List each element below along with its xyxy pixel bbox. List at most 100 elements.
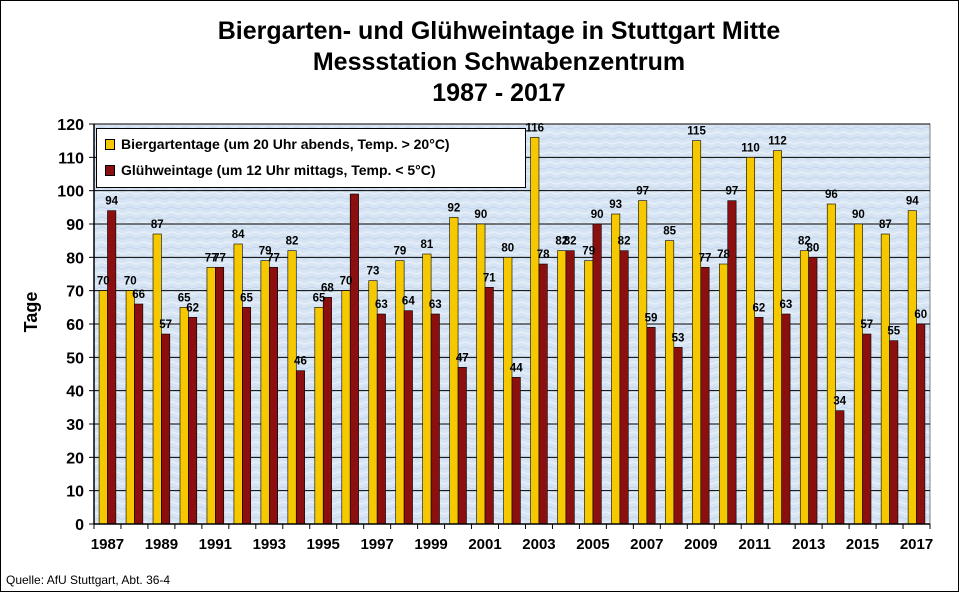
title-line-1: Biergarten- und Glühweintage in Stuttgar… bbox=[217, 17, 781, 45]
bar-biergarten bbox=[206, 267, 216, 525]
data-label-gluehwein: 64 bbox=[402, 296, 415, 308]
x-tick-label: 1999 bbox=[414, 536, 447, 553]
bar-gluehwein bbox=[457, 367, 467, 525]
bars-group bbox=[98, 137, 926, 525]
bar-gluehwein bbox=[781, 313, 791, 525]
data-label-biergarten: 81 bbox=[420, 239, 433, 251]
data-label-gluehwein: 59 bbox=[645, 312, 658, 324]
bar-biergarten bbox=[853, 223, 863, 525]
bar-gluehwein bbox=[161, 333, 171, 525]
data-label-biergarten: 97 bbox=[636, 186, 649, 198]
data-label-gluehwein: 46 bbox=[294, 356, 307, 368]
bar-gluehwein bbox=[295, 370, 305, 525]
data-label-gluehwein: 94 bbox=[105, 196, 118, 208]
bar-gluehwein bbox=[511, 377, 521, 525]
bar-biergarten bbox=[557, 250, 567, 525]
data-label-biergarten: 82 bbox=[555, 236, 568, 248]
bar-gluehwein bbox=[646, 327, 656, 525]
y-tick-label: 80 bbox=[66, 250, 84, 267]
data-label-gluehwein: 97 bbox=[726, 186, 739, 198]
bar-biergarten bbox=[98, 290, 108, 525]
bar-biergarten bbox=[449, 217, 459, 525]
bar-biergarten bbox=[638, 200, 648, 525]
bar-biergarten bbox=[665, 240, 675, 525]
bar-gluehwein bbox=[215, 267, 225, 525]
bar-biergarten bbox=[233, 243, 243, 525]
x-ticks-group: 1987 1989 1991 1993 1995 1997 1999 2001 2003 2005… bbox=[91, 524, 933, 553]
data-label-biergarten: 77 bbox=[205, 252, 218, 264]
bar-gluehwein bbox=[592, 223, 602, 525]
y-tick-label: 30 bbox=[66, 417, 84, 434]
legend-item-gluehwein: Glühweintage (um 12 Uhr mittags, Temp. <… bbox=[105, 160, 436, 180]
data-label-gluehwein: 60 bbox=[914, 309, 927, 321]
data-label-biergarten: 116 bbox=[525, 122, 544, 134]
legend-label-biergarten: Biergartentage (um 20 Uhr abends, Temp. … bbox=[121, 136, 450, 152]
bar-gluehwein bbox=[889, 340, 899, 525]
data-label-gluehwein: 47 bbox=[456, 352, 469, 364]
bar-gluehwein bbox=[673, 347, 683, 525]
y-tick-label: 50 bbox=[66, 350, 84, 367]
bar-biergarten bbox=[287, 250, 297, 525]
data-label-gluehwein: 63 bbox=[375, 299, 388, 311]
bar-gluehwein bbox=[538, 263, 548, 525]
x-tick-label: 1989 bbox=[145, 536, 178, 553]
data-label-biergarten: 78 bbox=[717, 249, 730, 261]
data-label-gluehwein: 57 bbox=[860, 319, 873, 331]
data-label-gluehwein: 78 bbox=[537, 249, 550, 261]
data-label-gluehwein: 62 bbox=[186, 302, 199, 314]
bar-biergarten bbox=[719, 263, 729, 525]
x-tick-label: 2009 bbox=[684, 536, 717, 553]
data-label-gluehwein: 57 bbox=[159, 319, 172, 331]
bar-biergarten bbox=[530, 137, 540, 525]
x-tick-label: 2011 bbox=[738, 536, 771, 553]
bar-gluehwein bbox=[700, 267, 710, 525]
data-label-biergarten: 85 bbox=[663, 226, 676, 238]
data-label-biergarten: 79 bbox=[259, 246, 272, 258]
bar-biergarten bbox=[611, 213, 621, 525]
data-label-gluehwein: 55 bbox=[887, 326, 900, 338]
data-label-gluehwein: 66 bbox=[132, 289, 145, 301]
data-label-biergarten: 90 bbox=[852, 209, 865, 221]
y-tick-label: 70 bbox=[66, 284, 84, 301]
y-tick-label: 90 bbox=[66, 217, 84, 234]
data-label-biergarten: 112 bbox=[768, 136, 787, 148]
bar-gluehwein bbox=[403, 310, 413, 525]
data-label-gluehwein: 53 bbox=[672, 332, 685, 344]
data-label-biergarten: 65 bbox=[178, 292, 191, 304]
title-line-2: Messstation Schwabenzentrum bbox=[312, 48, 686, 76]
bar-gluehwein bbox=[242, 307, 252, 525]
data-label-biergarten: 70 bbox=[124, 276, 137, 288]
bar-gluehwein bbox=[134, 303, 144, 525]
bar-gluehwein bbox=[349, 193, 359, 525]
x-tick-label: 1993 bbox=[253, 536, 286, 553]
bar-biergarten bbox=[314, 307, 324, 525]
bar-biergarten bbox=[341, 290, 351, 525]
data-label-gluehwein: 68 bbox=[321, 282, 334, 294]
data-label-biergarten: 93 bbox=[609, 199, 622, 211]
bar-biergarten bbox=[880, 233, 890, 525]
bar-gluehwein bbox=[107, 210, 117, 525]
title-line-3: 1987 - 2017 bbox=[432, 79, 566, 107]
bar-gluehwein bbox=[835, 410, 845, 525]
y-tick-label: 20 bbox=[66, 450, 84, 467]
bar-gluehwein bbox=[619, 250, 629, 525]
bar-biergarten bbox=[907, 210, 917, 525]
y-tick-label: 120 bbox=[57, 117, 84, 134]
legend-item-biergarten: Biergartentage (um 20 Uhr abends, Temp. … bbox=[105, 134, 450, 154]
bar-gluehwein bbox=[188, 317, 198, 525]
bar-gluehwein bbox=[754, 317, 764, 525]
y-axis-label: Tage bbox=[21, 291, 41, 333]
bar-biergarten bbox=[152, 233, 162, 525]
y-tick-label: 60 bbox=[66, 317, 84, 334]
data-label-biergarten: 79 bbox=[582, 246, 595, 258]
data-label-gluehwein: 71 bbox=[483, 272, 496, 284]
bar-gluehwein bbox=[376, 313, 386, 525]
x-tick-label: 1987 bbox=[91, 536, 124, 553]
legend-swatch-biergarten bbox=[105, 138, 115, 150]
chart-title: Biergarten- und Glühweintage in Stuttgar… bbox=[0, 16, 959, 109]
data-label-gluehwein: 77 bbox=[699, 252, 712, 264]
data-label-biergarten: 79 bbox=[394, 246, 407, 258]
legend-swatch-gluehwein bbox=[105, 164, 115, 176]
bar-biergarten bbox=[476, 223, 486, 525]
